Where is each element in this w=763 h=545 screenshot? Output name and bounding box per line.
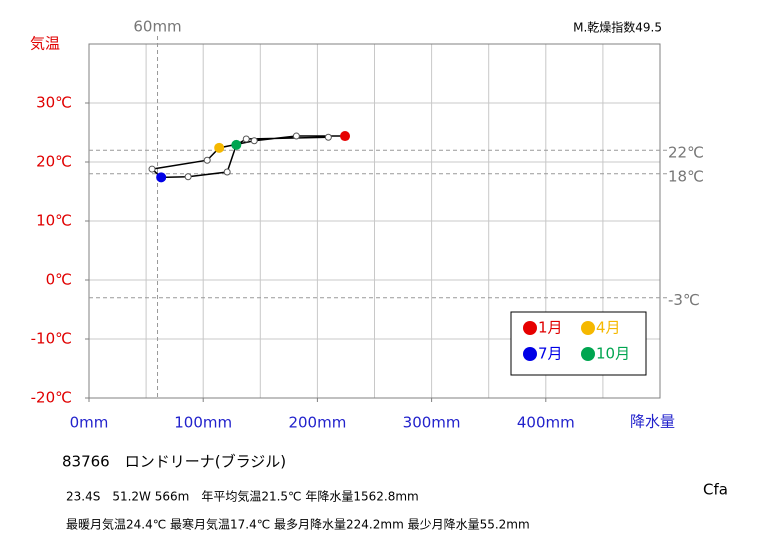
climate-class: Cfa	[703, 481, 728, 499]
x-axis-label: 降水量	[630, 413, 675, 431]
month-point	[184, 173, 192, 181]
dryness-index: M.乾燥指数49.5	[573, 20, 662, 35]
legend-swatch	[581, 347, 595, 361]
month-point	[242, 135, 250, 143]
legend-swatch	[581, 321, 595, 335]
month-point	[214, 142, 225, 153]
station: 83766 ロンドリーナ(ブラジル)	[62, 453, 286, 471]
reference-label: 18℃	[668, 167, 704, 185]
reference-label: 22℃	[668, 144, 704, 162]
x-tick-label: 100mm	[174, 414, 232, 432]
month-point	[250, 137, 258, 145]
month-point	[292, 132, 300, 140]
legend-label: 7月	[538, 345, 563, 363]
y-tick-label: 30℃	[36, 94, 72, 112]
month-point	[148, 165, 156, 173]
reference-label: 60mm	[133, 18, 181, 36]
month-point	[203, 156, 211, 164]
legend-label: 1月	[538, 319, 563, 337]
month-point	[231, 139, 242, 150]
y-tick-label: 20℃	[36, 153, 72, 171]
info-line: 23.4S 51.2W 566m 年平均気温21.5℃ 年降水量1562.8mm	[66, 489, 419, 504]
month-point	[156, 172, 167, 183]
reference-label: -3℃	[668, 291, 700, 309]
y-tick-label: -10℃	[31, 330, 72, 348]
month-point	[223, 168, 231, 176]
x-tick-label: 200mm	[288, 414, 346, 432]
month-point	[324, 133, 332, 141]
legend-label: 4月	[596, 319, 621, 337]
y-axis-label: 気温	[30, 35, 60, 53]
x-tick-label: 0mm	[70, 414, 109, 432]
legend-swatch	[523, 321, 537, 335]
y-tick-label: 0℃	[46, 271, 72, 289]
month-point	[340, 131, 351, 142]
y-tick-label: -20℃	[31, 389, 72, 407]
y-tick-label: 10℃	[36, 212, 72, 230]
legend-label: 10月	[596, 345, 630, 363]
x-tick-label: 400mm	[517, 414, 575, 432]
x-tick-label: 300mm	[403, 414, 461, 432]
info-line: 最暖月気温24.4℃ 最寒月気温17.4℃ 最多月降水量224.2mm 最少月降…	[66, 517, 530, 532]
legend-swatch	[523, 347, 537, 361]
